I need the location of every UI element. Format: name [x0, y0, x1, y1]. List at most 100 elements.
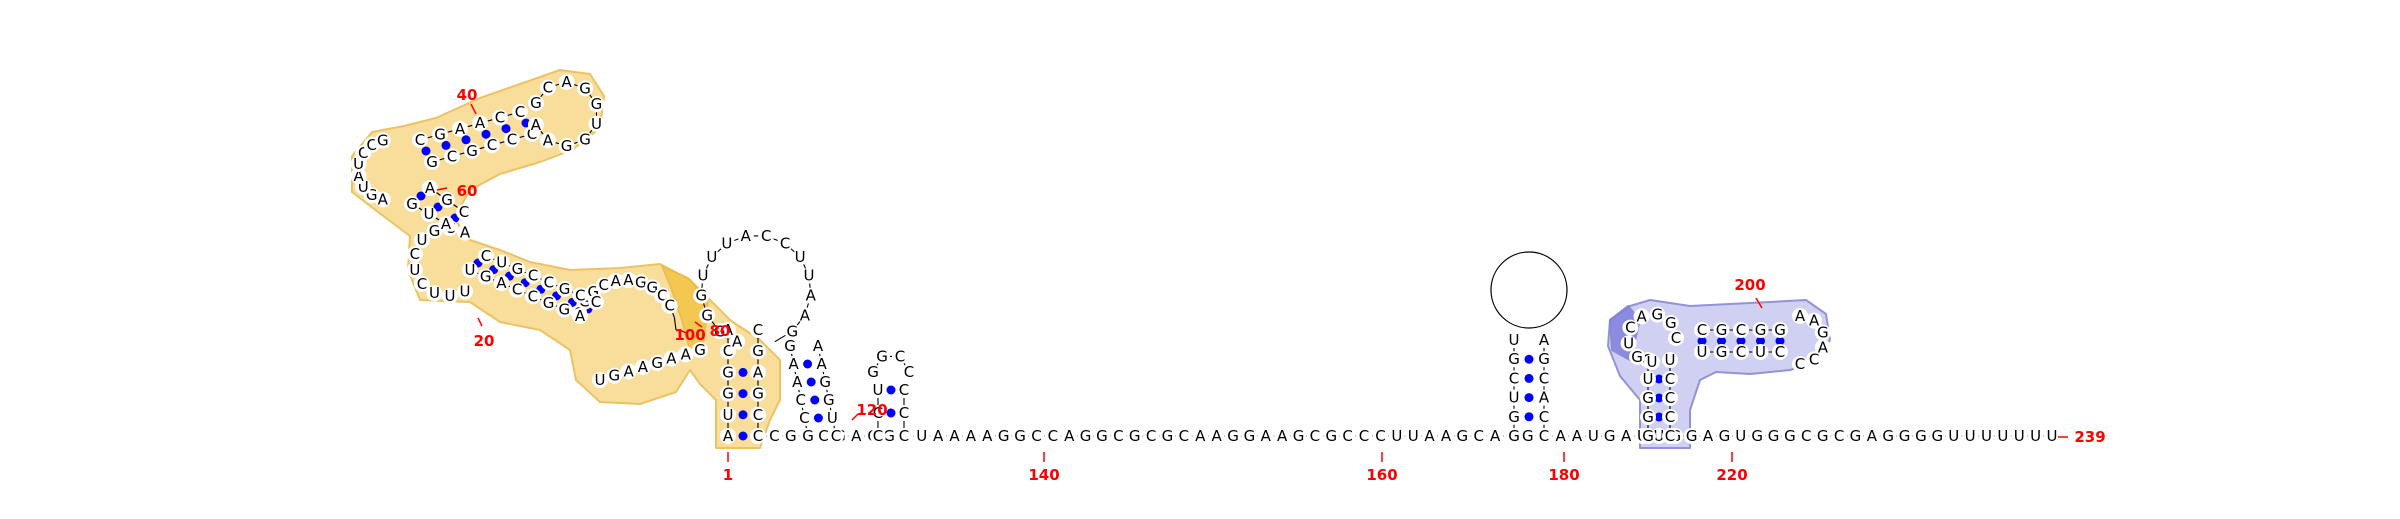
nucleotide-bg [777, 235, 794, 252]
nucleotide-bg [1487, 428, 1504, 444]
nucleotide-bg [457, 224, 473, 241]
loop40-nucleotide: G [530, 94, 542, 112]
nucleotide-bg [810, 338, 826, 354]
left-bottom-nucleotide: A [666, 350, 677, 368]
nucleotide-bg [785, 356, 802, 372]
base-pair-dot [738, 389, 748, 399]
nucleotide-bg [509, 261, 526, 278]
tail-nucleotide: G [1604, 427, 1616, 445]
tail-nucleotide: G [1817, 427, 1829, 445]
base-pair-dot [806, 377, 816, 387]
hp180-right-nucleotide: C [1539, 408, 1549, 426]
nucleotide-bg [540, 274, 557, 291]
hp180-left-nucleotide: G [1508, 427, 1520, 445]
tail-nucleotide: G [1227, 427, 1239, 445]
nucleotide-bg [484, 137, 500, 154]
nucleotide-bg [802, 287, 819, 304]
nucleotide-bg [962, 428, 979, 444]
nucleotide-bg [828, 428, 844, 444]
nucleotide-bg [1506, 428, 1522, 444]
nucleotide-bg [1662, 315, 1679, 332]
left-loop-nucleotide: C [657, 286, 667, 304]
tall-loop-nucleotide: G [695, 287, 707, 305]
tall-loop-nucleotide: G [701, 306, 713, 324]
nucleotide-bg [1044, 428, 1061, 444]
tail-nucleotide: U [1408, 427, 1419, 445]
nucleotide-bg [913, 428, 930, 444]
nucleotide-bg [2027, 428, 2044, 444]
loop20-nucleotide: G [429, 222, 441, 240]
loop60-nucleotide: C [366, 136, 376, 154]
nucleotide-bg [801, 267, 818, 284]
nucleotide-bg [661, 297, 678, 314]
nucleotide-bg [1143, 428, 1160, 444]
nucleotide-bg [979, 428, 996, 444]
nucleotide-bg [1962, 428, 1979, 444]
loop20-nucleotide: U [460, 282, 471, 300]
mid-stem-left-nucleotide: C [799, 409, 809, 427]
tail-nucleotide: G [1244, 427, 1256, 445]
nucleotide-bg [817, 374, 834, 390]
nucleotide-bg [607, 273, 624, 290]
stem40-a-nucleotide: A [475, 114, 486, 132]
stem60-b-nucleotide: G [441, 191, 453, 209]
hp180-left-nucleotide: G [1508, 350, 1520, 368]
tail-nucleotide: G [1915, 427, 1927, 445]
nucleotide-bg [438, 216, 454, 232]
blue-tip-loop-nucleotide: C [1809, 350, 1819, 368]
position-label-60: 60 [457, 182, 478, 200]
hp180-right-nucleotide: C [1539, 369, 1549, 387]
nucleotide-bg [1733, 344, 1749, 360]
nucleotide-bg [588, 96, 605, 113]
tail-nucleotide: A [1867, 427, 1878, 445]
nucleotide-bg [539, 132, 556, 149]
tail-nucleotide: G [1293, 427, 1305, 445]
nucleotide-bg [1694, 322, 1710, 338]
nucleotide-bg [782, 338, 798, 354]
nucleotide-bg [527, 95, 544, 112]
stem1-right-nucleotide: C [753, 406, 763, 424]
nucleotide-bg [1847, 428, 1864, 444]
tall-loop-nucleotide: A [800, 306, 811, 324]
mid-stem-right-nucleotide: A [816, 355, 827, 373]
tall-loop-nucleotide: U [697, 266, 708, 284]
stem60-b-nucleotide: C [459, 203, 469, 221]
blue-hstem-top-nucleotide: C [1736, 321, 1746, 339]
nucleotide-bg [1644, 354, 1660, 370]
nucleotide-bg [525, 267, 542, 284]
tail-nucleotide: G [1325, 427, 1337, 445]
nucleotide-bg [572, 287, 589, 304]
backbone-segment [673, 317, 677, 331]
position-label-120: 120 [856, 401, 887, 419]
nucleotide-bg [1640, 390, 1656, 406]
base-pair-dot [810, 395, 820, 405]
stem40-b-nucleotide: C [487, 136, 497, 154]
left-bottom-nucleotide: G [651, 354, 663, 372]
blue-tip-loop-nucleotide: A [1795, 307, 1806, 325]
nucleotide-bg [588, 115, 605, 132]
tail-nucleotide: A [1490, 427, 1501, 445]
tall-loop-nucleotide: G [787, 322, 799, 340]
tail-nucleotide: G [1129, 427, 1141, 445]
tail-nucleotide: C [769, 427, 779, 445]
stem20-b-nucleotide: G [559, 280, 571, 298]
mid-stem-right-nucleotide: C [831, 427, 841, 445]
tail-nucleotide: C [1473, 427, 1483, 445]
small-hp-left-nucleotide: C [873, 404, 883, 422]
left-bottom-nucleotide: G [694, 341, 706, 359]
tail-nucleotide: A [1195, 427, 1206, 445]
stem20-a-nucleotide: G [480, 268, 492, 286]
nucleotide-bg [1372, 428, 1389, 444]
nucleotide-bg [1601, 428, 1618, 444]
nucleotide-bg [1620, 335, 1637, 352]
nucleotide-bg [1110, 428, 1127, 444]
loop60-nucleotide: G [366, 186, 378, 204]
tail-nucleotide: C [1342, 427, 1352, 445]
position-label-160: 160 [1366, 466, 1397, 484]
nucleotide-bg [848, 428, 865, 444]
nucleotide-bg [1806, 351, 1823, 368]
nucleotide-bg [1506, 370, 1522, 387]
nucleotide-bg [462, 262, 478, 278]
tall-loop-nucleotide: U [795, 248, 806, 266]
nucleotide-bg [1792, 308, 1808, 324]
